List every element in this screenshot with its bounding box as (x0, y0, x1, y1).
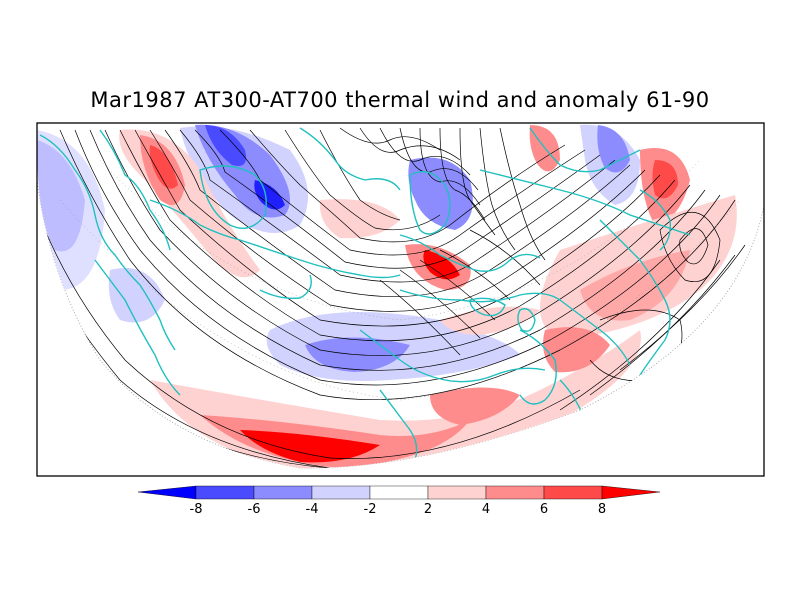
positive-anomaly-east-band-core (580, 250, 690, 321)
positive-anomaly-east-siberia-max (652, 160, 678, 199)
positive-anomaly-south-center (430, 387, 520, 425)
coastline-europe (399, 234, 541, 272)
colorbar-bin-high-end (601, 485, 661, 500)
coastline-americas-west (39, 134, 176, 351)
coastline-north-africa (359, 329, 546, 383)
negative-anomaly-southwest (108, 268, 165, 323)
coastline-alaska (99, 129, 171, 251)
negative-anomaly-east-asia-core (597, 125, 630, 173)
negative-anomaly-north-pacific-max (205, 125, 247, 166)
graticule (59, 159, 741, 401)
coastline-kamchatka (529, 127, 641, 173)
coastline-central-america (94, 259, 181, 396)
coastline-caspian (517, 308, 536, 332)
coastline-arabia (519, 329, 557, 405)
coastline-hudson-bay (259, 274, 312, 300)
thermal-wind-streamlines (39, 127, 746, 469)
map-title: Mar1987 AT300-AT700 thermal wind and ano… (90, 88, 710, 112)
colorbar-tick-label: 6 (540, 502, 548, 517)
colorbar-tick-label: -4 (306, 502, 319, 517)
colorbar-bin (311, 485, 371, 500)
coastlines (39, 127, 691, 461)
coastline-canada-east (239, 239, 401, 279)
colorbar-bin (543, 485, 603, 500)
positive-anomaly-western-arc-max (149, 145, 178, 189)
coastline-black-sea (469, 297, 506, 317)
negative-anomaly-aleutian-max (254, 180, 285, 210)
positive-anomaly-europe-max (423, 250, 460, 280)
coastline-siberia (479, 169, 691, 236)
coastline-canada-north (149, 199, 241, 241)
colorbar-tick-label: -2 (364, 502, 377, 517)
negative-anomaly-siberia (408, 157, 473, 230)
coastline-mediterranean (399, 289, 561, 303)
colorbar-tick-label: -8 (190, 502, 203, 517)
colorbar-tick-label: -6 (248, 502, 261, 517)
hemisphere-boundary (37, 179, 764, 469)
map-panel (37, 123, 764, 476)
colorbar-bin (253, 485, 313, 500)
coastline-east-asia (599, 219, 671, 376)
map-frame (36, 122, 765, 477)
colorbar-bin (369, 485, 429, 500)
coastline-tibet (559, 299, 631, 366)
colorbar-bin (485, 485, 545, 500)
positive-anomaly-southern-band-max (240, 430, 380, 463)
colorbar-bin-low-end (137, 485, 197, 500)
colorbar-tick-label: 2 (424, 502, 432, 517)
coastline-scandinavia (409, 171, 451, 235)
colorbar-bin (195, 485, 255, 500)
coastline-west-africa (379, 389, 418, 461)
colorbar: -8 -6 -4 -2 2 4 6 8 (137, 485, 661, 517)
coastline-japan (639, 189, 671, 251)
coastline-greenland (199, 165, 267, 229)
colorbar-bin (427, 485, 487, 500)
coastline-arctic-islands (299, 127, 401, 191)
colorbar-tick-label: 4 (482, 502, 490, 517)
colorbar-tick-label: 8 (598, 502, 606, 517)
positive-anomaly-southeast (542, 327, 610, 373)
